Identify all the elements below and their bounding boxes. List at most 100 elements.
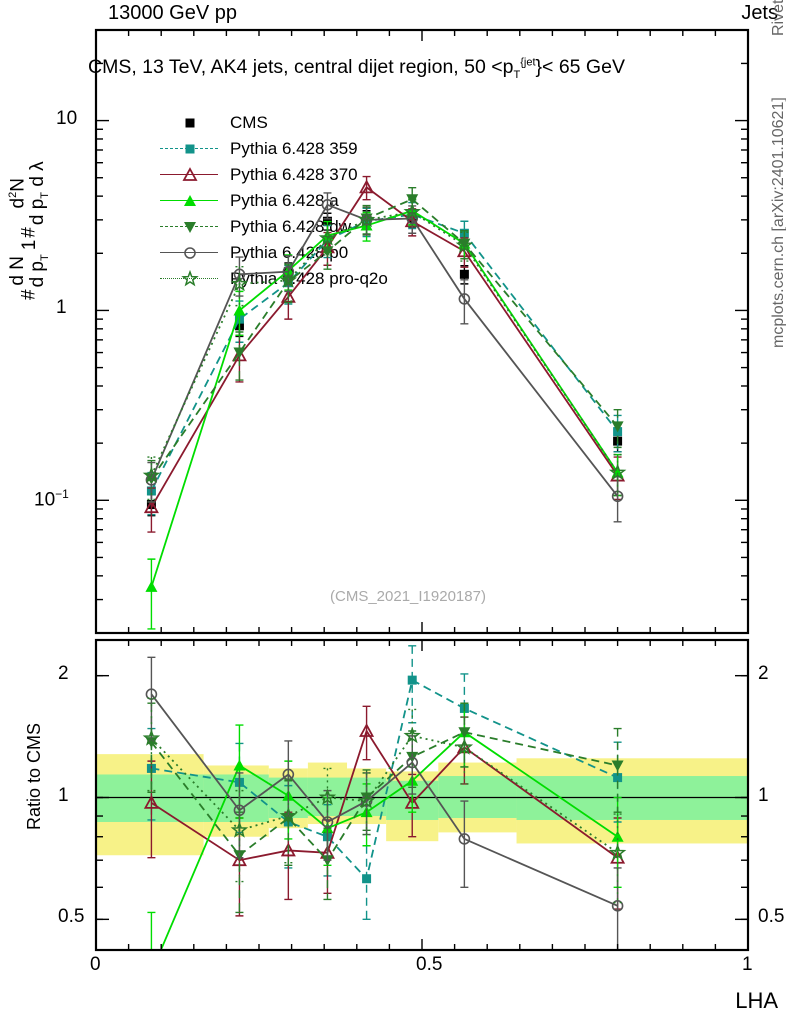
- data-point-marker: [230, 274, 249, 292]
- plot-title: CMS, 13 TeV, AK4 jets, central dijet reg…: [88, 56, 625, 81]
- legend-marker-glyph: [185, 118, 195, 128]
- x-tick-label-1: 0.5: [416, 954, 443, 975]
- series-line: [159, 731, 619, 950]
- data-point-marker: [403, 202, 421, 220]
- ratio-tick-label-left-1: 1: [58, 784, 69, 806]
- main-pythia-6-428-pro-q2o: [142, 199, 627, 501]
- legend-marker-star-open: [181, 269, 199, 287]
- series-line: [150, 734, 619, 854]
- error-bar: [460, 279, 469, 325]
- data-point-marker: [611, 900, 624, 912]
- y-tick-label-0: 10: [56, 107, 78, 129]
- analysis-id-watermark: (CMS_2021_I1920187): [330, 588, 486, 605]
- error-bar: [147, 558, 156, 630]
- error-bar: [460, 716, 469, 785]
- legend-marker-glyph: [184, 195, 196, 206]
- title-pre: CMS, 13 TeV, AK4 jets, central dijet reg…: [88, 56, 514, 78]
- data-point-marker: [321, 246, 334, 258]
- data-point-marker: [357, 791, 376, 809]
- title-post: }< 65 GeV: [535, 56, 625, 78]
- error-bar: [147, 456, 156, 501]
- analysis-category-label: Jets: [741, 2, 778, 24]
- data-point-marker: [407, 675, 417, 685]
- series-line: [150, 728, 619, 862]
- legend-item-pythia-6-428-a[interactable]: Pythia 6.428 a: [160, 188, 388, 214]
- data-point-marker: [279, 806, 298, 824]
- series-line: [151, 678, 618, 881]
- legend-marker-triangle-down-filled: [184, 222, 196, 233]
- legend-marker-triangle-up-open: [182, 167, 198, 181]
- legend-item-pythia-6-428-pro-q2o[interactable]: Pythia 6.428 pro-q2o: [160, 266, 388, 292]
- data-point-marker: [143, 499, 159, 514]
- ratio-tick-label-left-0: 2: [58, 662, 69, 684]
- data-point-marker: [318, 229, 337, 246]
- data-point-marker: [458, 727, 471, 739]
- legend-label: Pythia 6.428 359: [230, 139, 358, 158]
- data-point-marker: [318, 788, 337, 805]
- data-point-marker: [230, 821, 249, 838]
- error-bar: [147, 911, 156, 950]
- legend-key: [160, 217, 218, 237]
- data-point-marker: [233, 347, 246, 359]
- data-point-marker: [613, 773, 623, 783]
- legend-marker-circle-open: [184, 247, 196, 259]
- legend-marker-square-filled: [185, 144, 195, 154]
- data-point-marker: [142, 729, 161, 746]
- data-point-marker: [357, 210, 376, 228]
- error-bar: [323, 192, 332, 220]
- legend-key: [160, 165, 218, 185]
- legend-line-dotted: [160, 278, 218, 279]
- y-tick-label-1: 1: [56, 297, 67, 319]
- series-line: [150, 209, 619, 588]
- legend-item-pythia-6-428-359[interactable]: Pythia 6.428 359: [160, 136, 388, 162]
- main-pythia-6-428-p0: [145, 192, 624, 523]
- data-point-marker: [458, 833, 471, 845]
- legend-marker-glyph: [185, 144, 195, 154]
- legend-item-pythia-6-428-dw[interactable]: Pythia 6.428 dw: [160, 214, 388, 240]
- legend-marker-glyph: [182, 167, 198, 181]
- legend-key: [160, 113, 218, 133]
- ratio-tick-label-right-2: 0.5: [758, 906, 785, 928]
- plot-legend: CMS Pythia 6.428 359 Pythia 6.428 370 Pythi…: [160, 110, 388, 292]
- legend-marker-square-filled: [185, 118, 195, 128]
- legend-line-solid: [160, 174, 218, 175]
- data-point-marker: [403, 726, 421, 744]
- data-point-marker: [280, 842, 296, 857]
- main-pythia-6-428-370: [143, 175, 626, 533]
- legend-label: Pythia 6.428 pro-q2o: [230, 269, 388, 288]
- data-point-marker: [608, 463, 627, 480]
- data-point-marker: [279, 271, 298, 288]
- data-point-marker: [321, 229, 334, 241]
- data-point-marker: [233, 304, 246, 316]
- legend-label: Pythia 6.428 dw: [230, 217, 351, 236]
- legend-label: Pythia 6.428 370: [230, 165, 358, 184]
- data-point-marker: [611, 421, 624, 433]
- legend-item-pythia-6-428-370[interactable]: Pythia 6.428 370: [160, 162, 388, 188]
- data-point-marker: [611, 830, 624, 842]
- series-line: [150, 203, 619, 497]
- legend-item-cms[interactable]: CMS: [160, 110, 388, 136]
- y-tick-label-2-exponent: −1: [55, 487, 69, 502]
- error-bar: [235, 789, 244, 883]
- legend-key: [160, 139, 218, 159]
- ratio-tick-label-right-1: 1: [758, 784, 769, 806]
- legend-label: CMS: [230, 113, 268, 132]
- main-pythia-6-428-359: [146, 201, 623, 516]
- main-pythia-6-428-dw: [145, 187, 624, 503]
- legend-key: [160, 243, 218, 263]
- legend-key: [160, 269, 218, 289]
- error-bar: [362, 206, 371, 236]
- data-point-marker: [142, 466, 161, 483]
- error-bar: [147, 697, 156, 792]
- series-line: [150, 186, 619, 508]
- series-line: [150, 213, 619, 492]
- main-cms: [146, 210, 623, 517]
- ratio-tick-label-left-2: 0.5: [58, 906, 85, 928]
- error-bar: [613, 813, 622, 904]
- beam-energy-label: 13000 GeV pp: [108, 2, 237, 24]
- ratio-tick-label-right-0: 2: [758, 662, 769, 684]
- legend-marker-triangle-up-filled: [184, 195, 196, 206]
- legend-line-solid: [160, 252, 218, 253]
- error-bar: [284, 778, 293, 864]
